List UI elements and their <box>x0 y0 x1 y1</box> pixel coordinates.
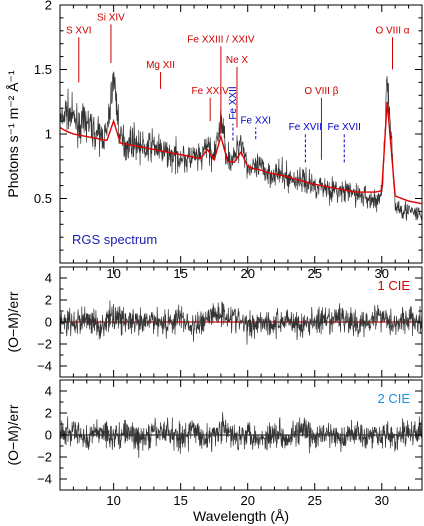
line-label-5: Fe XXIV <box>192 86 230 97</box>
y-axis-title: (O−M)/err <box>5 291 21 352</box>
y-tick-label: 0.5 <box>34 191 52 206</box>
spectrum-annotation: RGS spectrum <box>72 232 157 247</box>
y-tick-label: −4 <box>37 359 52 374</box>
y-tick-label: −2 <box>37 450 52 465</box>
y-axis-title: Photons s⁻¹ m⁻² Å⁻¹ <box>5 70 21 198</box>
y-tick-label: 2 <box>45 0 52 13</box>
y-tick-label: −2 <box>37 337 52 352</box>
line-label-9: Fe XVII <box>289 122 322 133</box>
residual-panel-1cie: 1 CIE −4 −2 0 2 4 (O−M)/err <box>5 266 423 378</box>
y-tick-label: 1.5 <box>34 62 52 77</box>
line-label-7: Fe XXI <box>240 116 271 127</box>
model-series-line <box>60 101 422 205</box>
line-label-11: O VIII α <box>375 25 409 36</box>
plot-area <box>60 412 422 459</box>
line-label-10: Fe XVII <box>328 122 361 133</box>
y-tick-label: 4 <box>45 271 52 286</box>
residual-panel-2cie: 2 CIE 10 15 20 25 30 −4 −2 0 2 4 (O−M)/err Wavelengt… <box>5 379 423 524</box>
y-tick-label: −4 <box>37 472 52 487</box>
line-label-8: O VIII β <box>304 86 338 97</box>
x-tick-label: 15 <box>173 493 187 508</box>
data-series-line <box>60 71 422 222</box>
y-tick-label: 0 <box>45 315 52 330</box>
x-tick-label: 10 <box>106 493 120 508</box>
x-tick-label: 25 <box>308 493 322 508</box>
x-axis-title: Wavelength (Å) <box>193 508 289 524</box>
x-tick-label: 30 <box>375 493 389 508</box>
panel-annotation: 2 CIE <box>377 391 410 406</box>
residual-series-line <box>60 300 422 345</box>
x-tick-label: 20 <box>240 493 254 508</box>
line-label-4: Ne X <box>226 55 249 66</box>
y-axis-title: (O−M)/err <box>5 404 21 465</box>
plot-area <box>60 71 422 222</box>
line-label-2: Mg XII <box>146 60 175 71</box>
y-tick-label: 2 <box>45 293 52 308</box>
line-label-6: Fe XXII <box>228 86 239 119</box>
plot-area <box>60 300 422 345</box>
y-tick-label: 0 <box>45 428 52 443</box>
line-label-1: Si XIV <box>97 12 125 23</box>
spectrum-panel: S XVI Si XIV Mg XII Fe XXIII / XXIV Ne X Fe X… <box>5 0 423 281</box>
line-label-3: Fe XXIII / XXIV <box>187 34 255 45</box>
panel-annotation: 1 CIE <box>377 278 410 293</box>
y-tick-label: 2 <box>45 406 52 421</box>
y-tick-label: 4 <box>45 384 52 399</box>
y-tick-label: 1 <box>45 127 52 142</box>
residual-series-line <box>60 412 422 459</box>
line-label-0: S XVI <box>66 25 92 36</box>
